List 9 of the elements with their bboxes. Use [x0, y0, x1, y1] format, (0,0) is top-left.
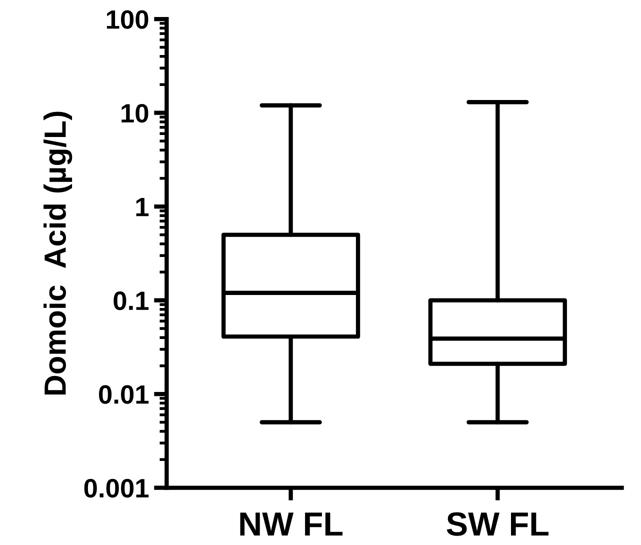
y-tick-label: 0.1 [114, 291, 149, 310]
y-tick-label: 100 [106, 10, 148, 29]
x-tick-label: SW FL [446, 512, 548, 536]
y-tick-label: 0.001 [84, 478, 149, 498]
y-axis-title: Domoic Acid (µg/L) [44, 112, 72, 395]
x-tick-label: NW FL [240, 512, 343, 536]
y-tick-label: 1 [136, 198, 149, 216]
y-tick-label: 10 [122, 104, 148, 123]
y-tick-label: 0.01 [98, 385, 149, 404]
